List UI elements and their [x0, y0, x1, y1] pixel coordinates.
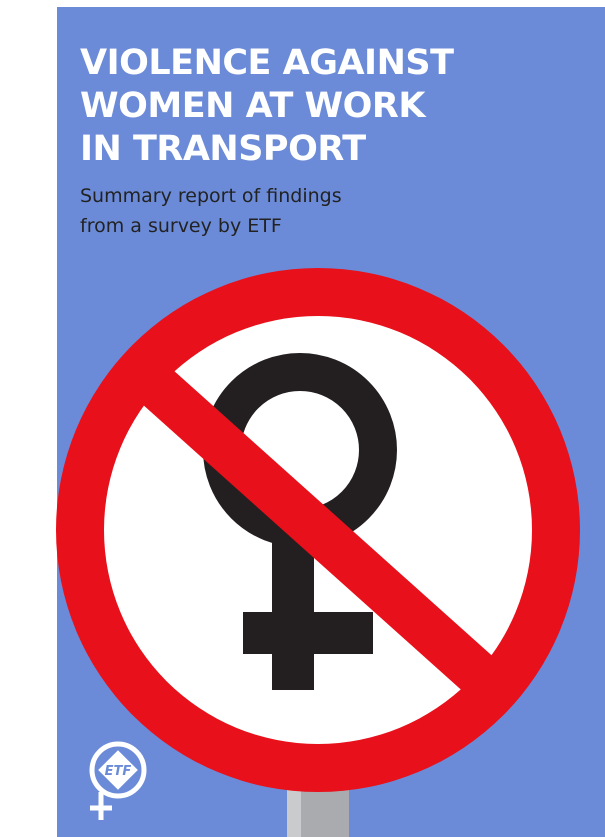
- prohibition-sign: [56, 268, 580, 792]
- symbol-crossbar: [243, 612, 373, 654]
- subtitle-line: Summary report of findings: [80, 185, 342, 207]
- logo-text: ETF: [105, 764, 132, 779]
- title-line: IN TRANSPORT: [80, 129, 366, 169]
- title-line: WOMEN AT WORK: [80, 86, 427, 126]
- subtitle-line: from a survey by ETF: [80, 215, 282, 237]
- title-line: VIOLENCE AGAINST: [80, 43, 454, 83]
- cover: VIOLENCE AGAINST WOMEN AT WORK IN TRANSP…: [0, 0, 605, 837]
